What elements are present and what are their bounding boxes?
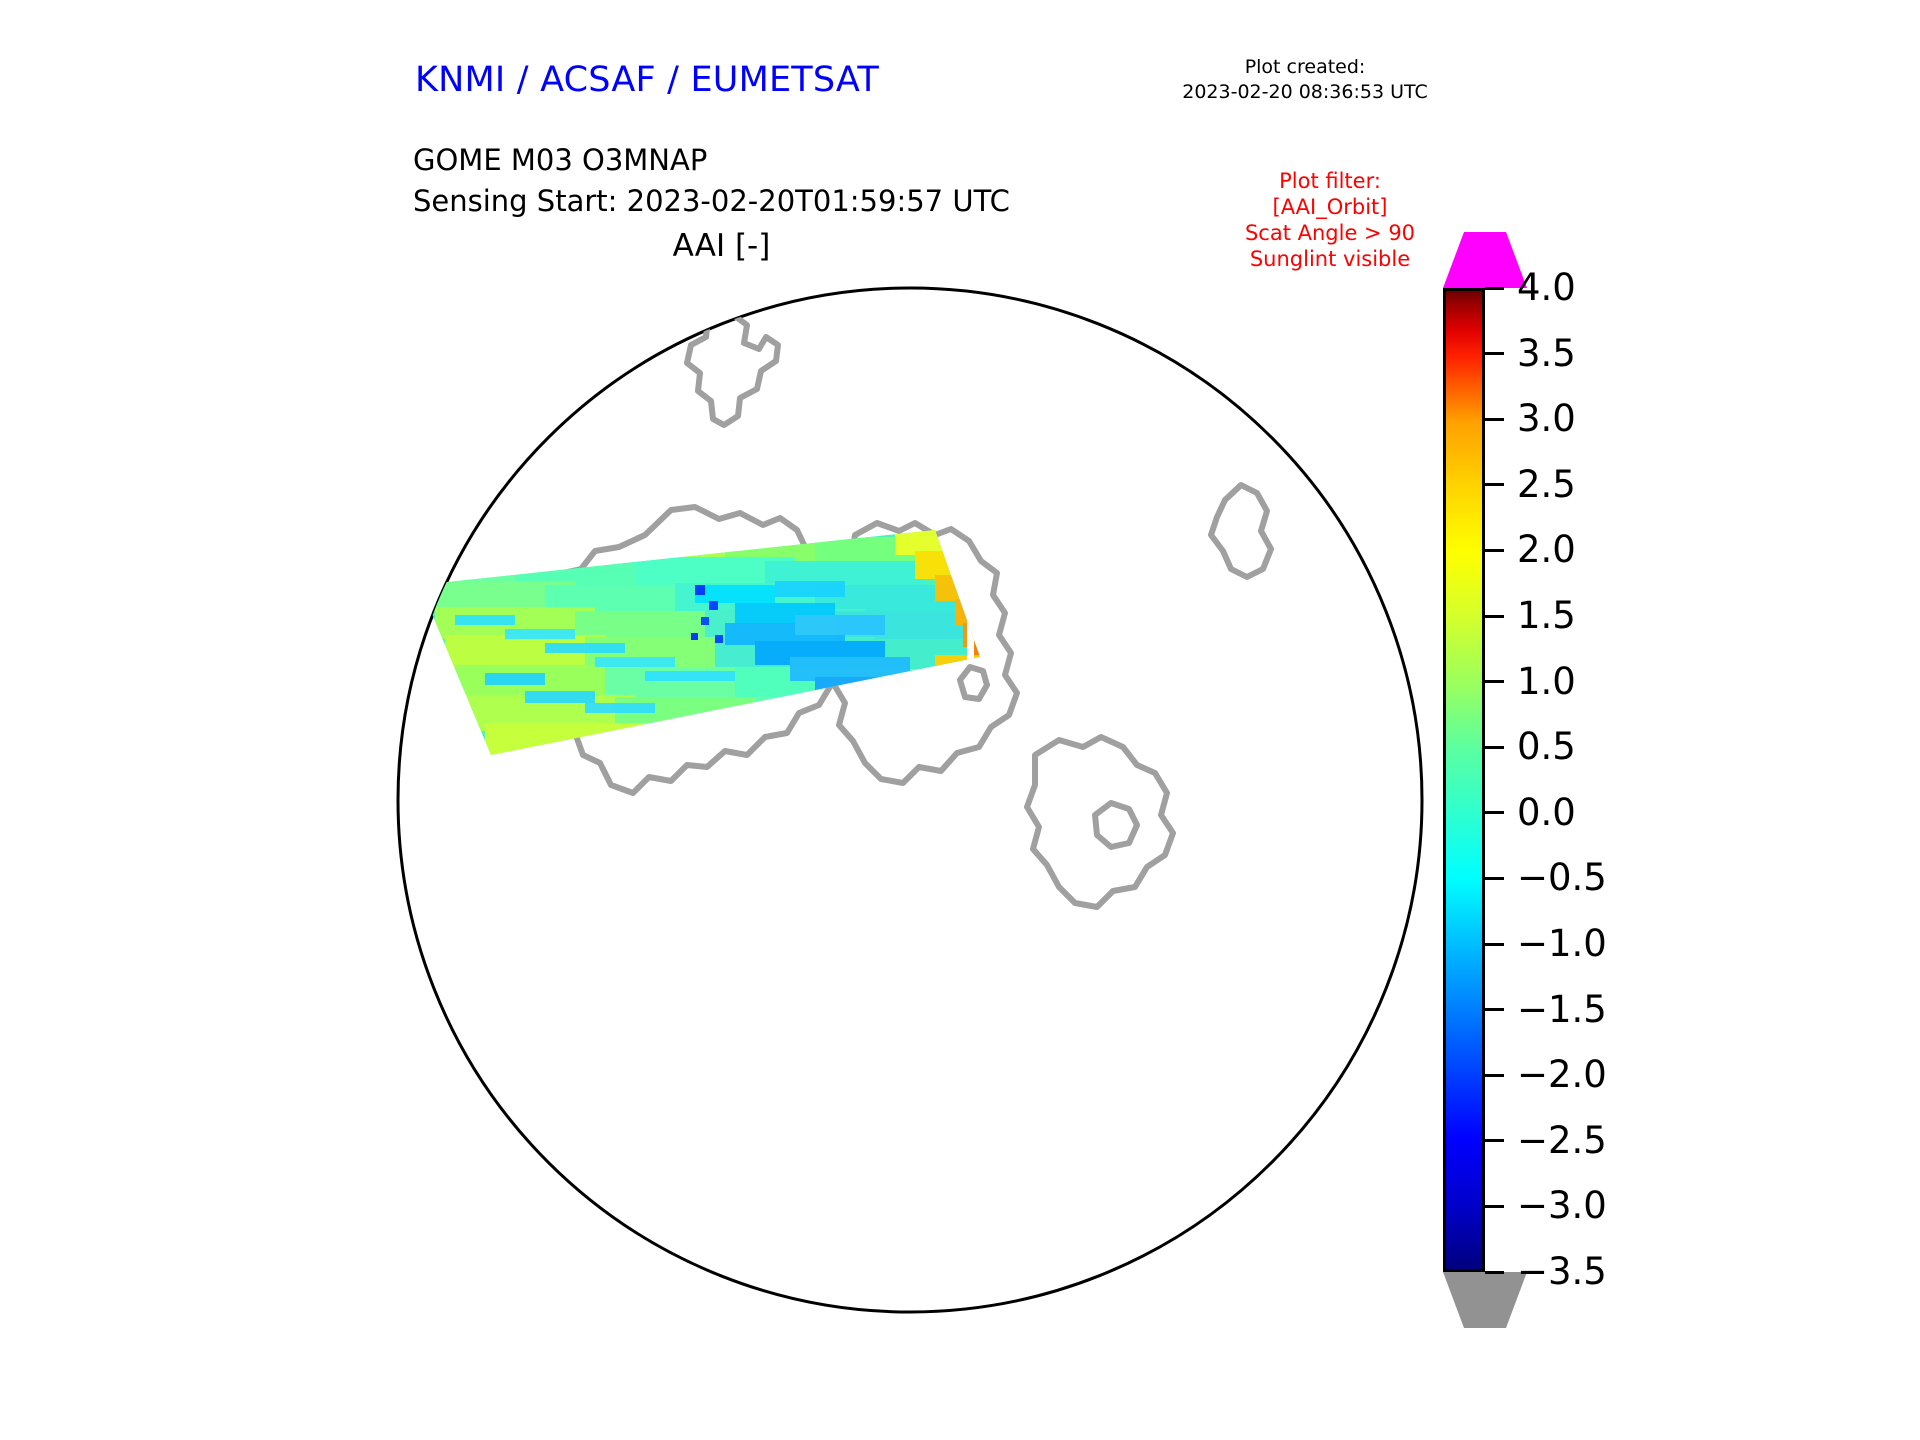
colorbar-tick-mark bbox=[1485, 942, 1504, 946]
page-title: AAI [-] bbox=[672, 228, 771, 264]
organization-header: KNMI / ACSAF / EUMETSAT bbox=[415, 60, 879, 100]
colorbar-tick-mark bbox=[1485, 1270, 1504, 1274]
colorbar-tick-mark bbox=[1485, 352, 1504, 356]
sensing-start-line: Sensing Start: 2023-02-20T01:59:57 UTC bbox=[413, 184, 1010, 218]
instrument-line: GOME M03 O3MNAP bbox=[413, 143, 708, 177]
colorbar-tick-label: −2.5 bbox=[1517, 1118, 1607, 1162]
colorbar-tick-mark bbox=[1485, 614, 1504, 618]
colorbar-tick-label: 3.0 bbox=[1517, 397, 1576, 441]
colorbar-tick-mark bbox=[1485, 1204, 1504, 1208]
colorbar-tick-mark bbox=[1485, 876, 1504, 880]
colorbar-tick-label: 3.5 bbox=[1517, 331, 1576, 375]
colorbar-tick-label: 0.0 bbox=[1517, 790, 1576, 834]
globe-map bbox=[395, 285, 1425, 1315]
colorbar-tick-label: −0.5 bbox=[1517, 856, 1607, 900]
plot-created-timestamp: Plot created: 2023-02-20 08:36:53 UTC bbox=[1182, 56, 1428, 103]
colorbar-tick-label: 1.5 bbox=[1517, 594, 1576, 637]
product-metadata: GOME M03 O3MNAP Sensing Start: 2023-02-20… bbox=[413, 140, 1010, 222]
colorbar-tick-mark bbox=[1485, 1139, 1504, 1143]
colorbar-ticks: 4.0 3.5 3.0 2.5 2.0 1.5 1.0 0.5 0.0 −0.5 −1.0 −1.5 −… bbox=[1485, 266, 1745, 1293]
colorbar-tick-mark bbox=[1485, 745, 1504, 749]
colorbar-tick-label: −1.0 bbox=[1517, 922, 1607, 965]
colorbar-tick-mark bbox=[1485, 483, 1504, 487]
colorbar-tick-label: −3.5 bbox=[1517, 1250, 1607, 1293]
colorbar-tick-mark bbox=[1485, 1008, 1504, 1012]
colorbar-tick-mark bbox=[1485, 417, 1504, 421]
colorbar-tick-label: −3.0 bbox=[1517, 1184, 1607, 1228]
colorbar-tick-label: 2.5 bbox=[1517, 462, 1576, 506]
colorbar-tick-label: 0.5 bbox=[1517, 725, 1576, 769]
colorbar-tick-label: −2.0 bbox=[1517, 1053, 1607, 1097]
colorbar-tick-label: 2.0 bbox=[1517, 528, 1576, 572]
colorbar-tick-label: 4.0 bbox=[1517, 266, 1576, 309]
colorbar-over-arrow bbox=[1443, 232, 1527, 288]
colorbar-tick-mark bbox=[1485, 680, 1504, 684]
colorbar-tick-label: −1.5 bbox=[1517, 987, 1607, 1031]
colorbar-tick-mark bbox=[1485, 1073, 1504, 1077]
colorbar-under-arrow bbox=[1443, 1272, 1527, 1328]
colorbar bbox=[1443, 288, 1485, 1272]
colorbar-tick-label: 1.0 bbox=[1517, 659, 1576, 703]
colorbar-tick-mark bbox=[1485, 811, 1504, 815]
colorbar-tick-mark bbox=[1485, 548, 1504, 552]
colorbar-tick-mark bbox=[1485, 286, 1504, 290]
plot-filter-note: Plot filter: [AAI_Orbit] Scat Angle > 90… bbox=[1244, 169, 1416, 271]
